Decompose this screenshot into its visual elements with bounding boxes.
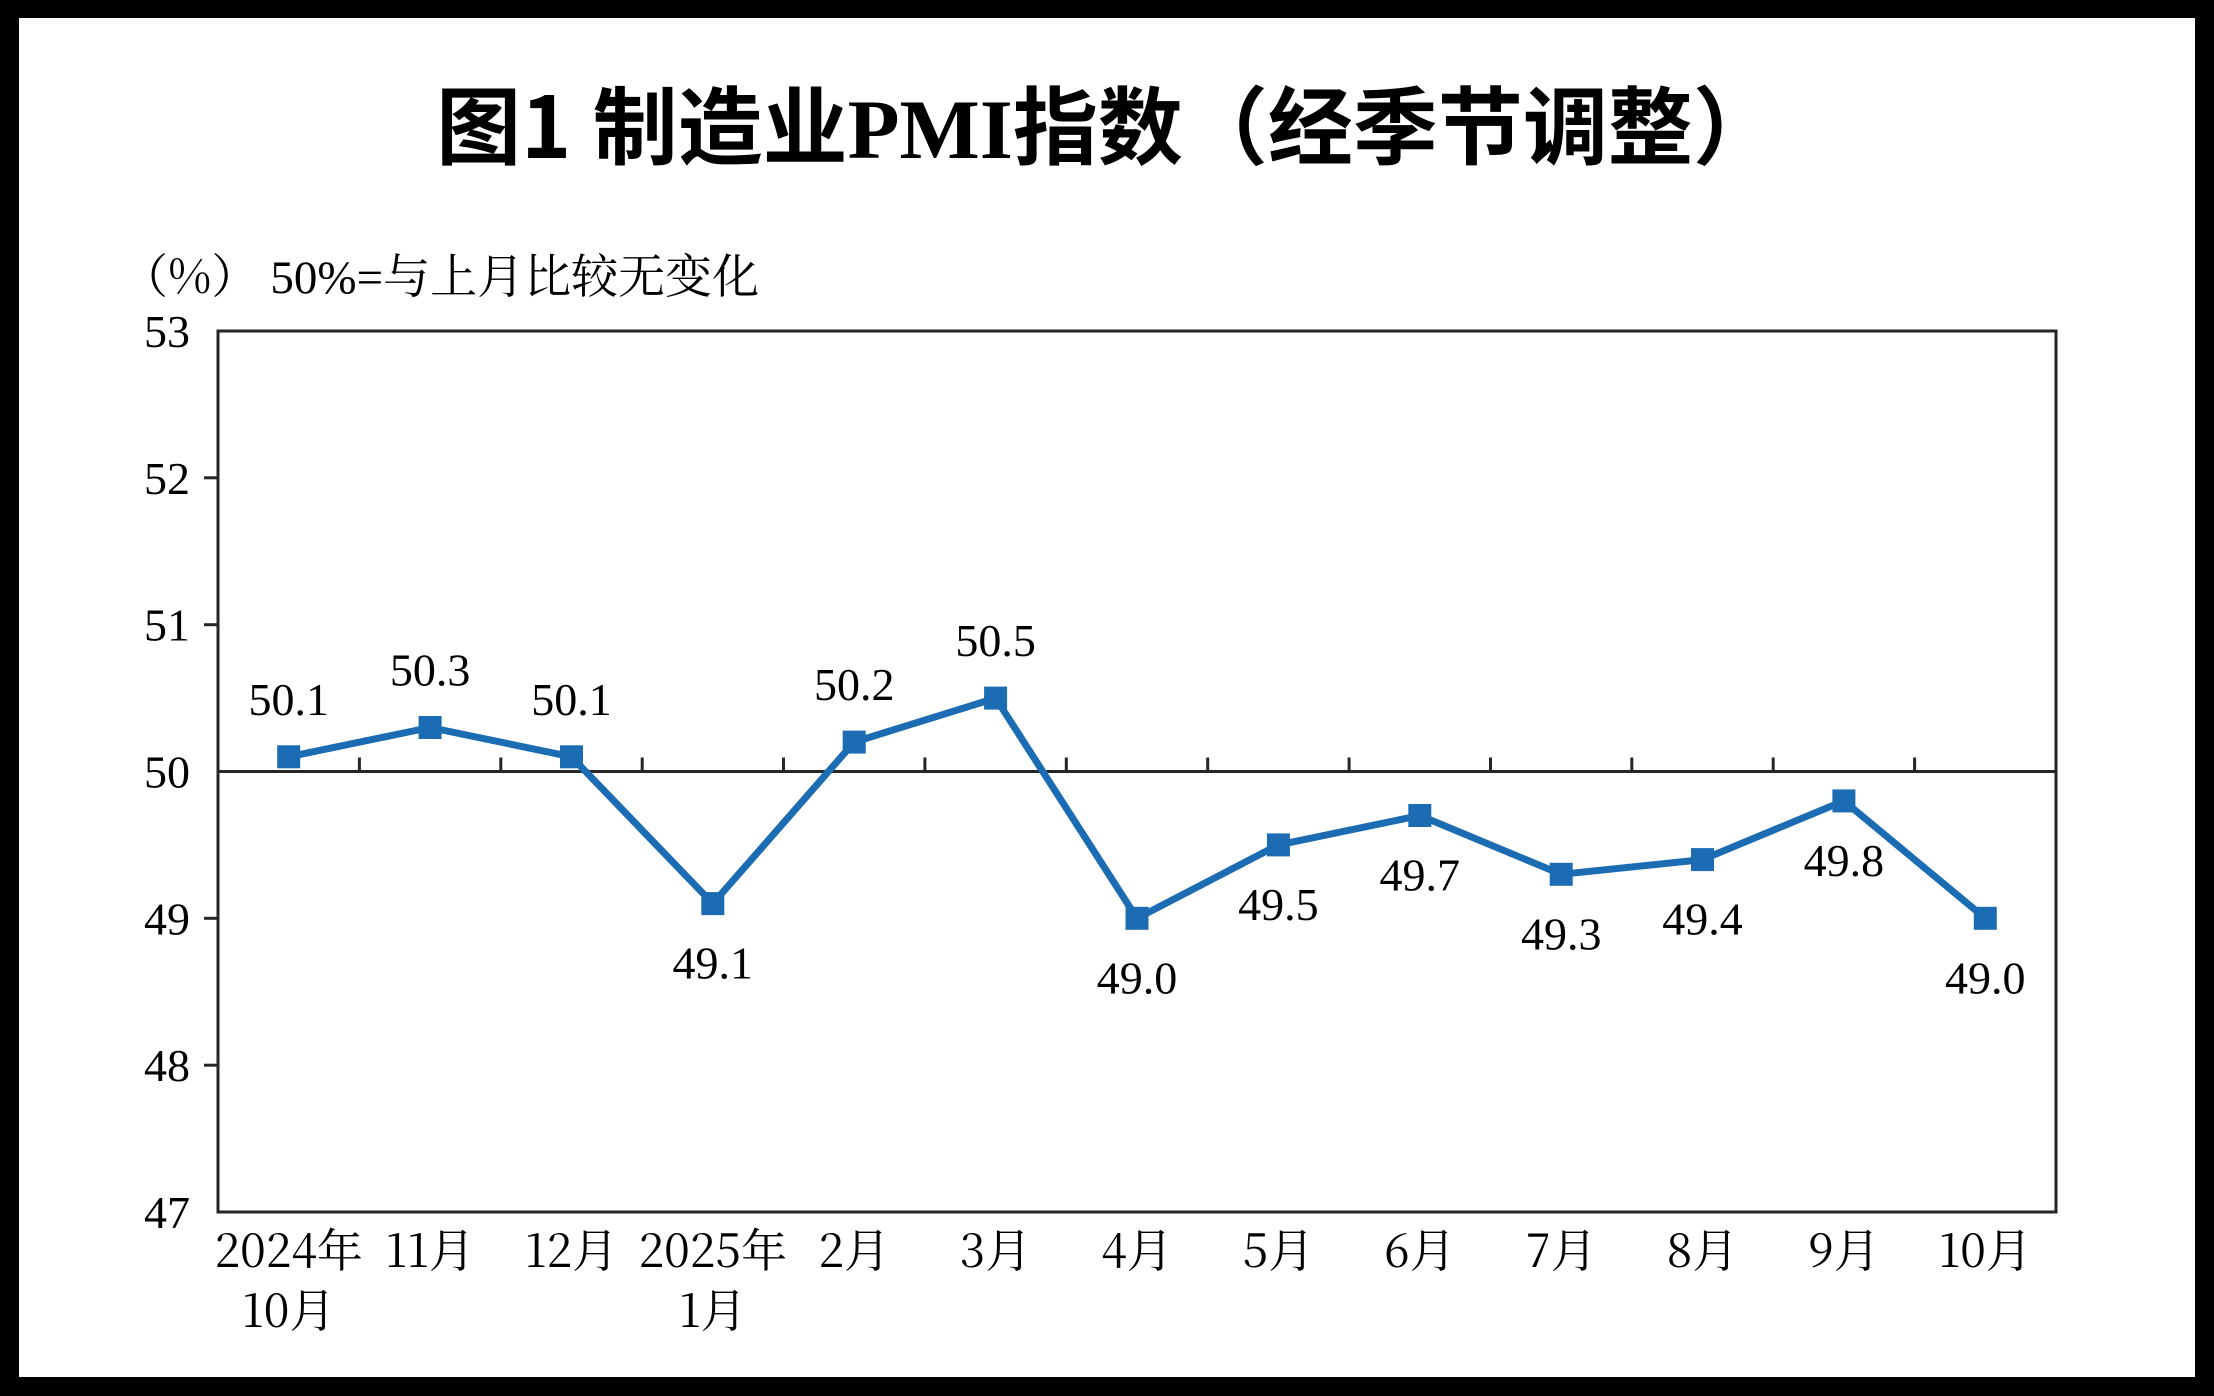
svg-text:5月: 5月	[1243, 1215, 1315, 1281]
svg-text:12月: 12月	[525, 1215, 618, 1281]
svg-text:50.2: 50.2	[814, 659, 895, 710]
svg-text:7月: 7月	[1526, 1215, 1597, 1281]
svg-text:49.5: 49.5	[1238, 879, 1319, 930]
svg-text:11月: 11月	[385, 1215, 474, 1281]
svg-text:1月: 1月	[679, 1275, 747, 1341]
svg-text:47: 47	[144, 1187, 190, 1238]
svg-text:50: 50	[144, 747, 190, 798]
svg-text:2024年: 2024年	[214, 1215, 363, 1281]
svg-text:49.8: 49.8	[1804, 835, 1885, 886]
svg-text:50.3: 50.3	[390, 645, 471, 696]
svg-text:10月: 10月	[1939, 1215, 2032, 1281]
svg-text:2月: 2月	[818, 1215, 890, 1281]
svg-text:9月: 9月	[1808, 1215, 1880, 1281]
svg-text:6月: 6月	[1384, 1215, 1456, 1281]
svg-text:50.1: 50.1	[531, 674, 612, 725]
svg-text:49.4: 49.4	[1662, 894, 1743, 945]
svg-text:3月: 3月	[960, 1215, 1032, 1281]
svg-text:49.0: 49.0	[1097, 952, 1178, 1003]
svg-text:48: 48	[144, 1040, 190, 1091]
svg-text:8月: 8月	[1667, 1215, 1739, 1281]
svg-text:50.1: 50.1	[248, 674, 329, 725]
svg-text:49.0: 49.0	[1945, 952, 2026, 1003]
svg-text:51: 51	[144, 600, 190, 651]
svg-text:4月: 4月	[1101, 1215, 1173, 1281]
svg-text:49.7: 49.7	[1380, 850, 1461, 901]
svg-text:49.3: 49.3	[1521, 908, 1602, 959]
svg-text:49: 49	[144, 893, 190, 944]
svg-text:49.1: 49.1	[673, 938, 754, 989]
svg-text:2025年: 2025年	[638, 1215, 787, 1281]
svg-text:52: 52	[144, 453, 190, 504]
svg-text:10月: 10月	[242, 1275, 335, 1341]
svg-text:50.5: 50.5	[955, 615, 1036, 666]
svg-text:53: 53	[144, 306, 190, 357]
